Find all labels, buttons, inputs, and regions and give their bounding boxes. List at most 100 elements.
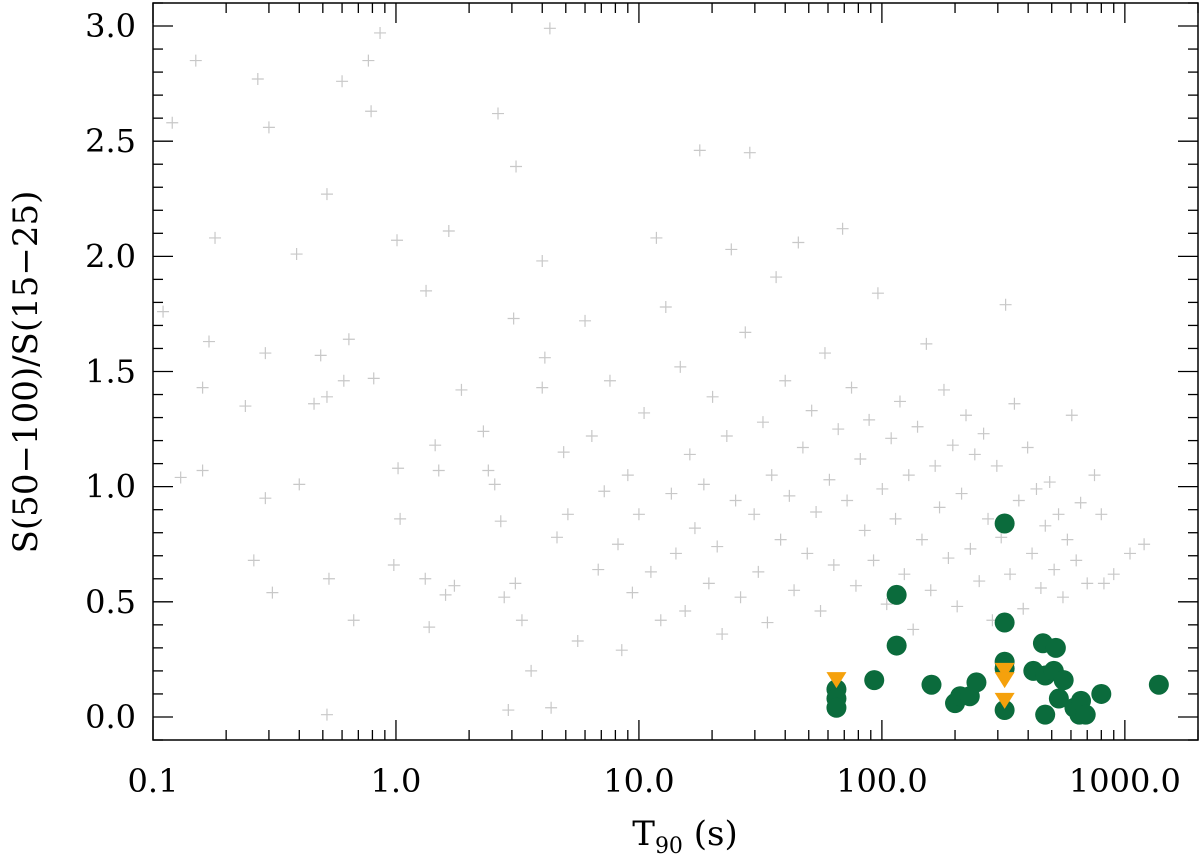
background-point <box>739 326 752 339</box>
background-point <box>337 374 350 387</box>
background-point <box>716 628 729 641</box>
background-point <box>545 701 558 714</box>
background-point <box>579 314 592 327</box>
background-point <box>494 515 507 528</box>
x-tick-label: 0.1 <box>128 762 179 800</box>
background-point <box>679 605 692 618</box>
background-point <box>585 429 598 442</box>
background-point <box>429 439 442 452</box>
data-points <box>157 22 1169 725</box>
background-point <box>889 512 902 525</box>
background-point <box>871 287 884 300</box>
background-point <box>734 591 747 604</box>
background-point <box>455 383 468 396</box>
highlight-point <box>921 674 942 695</box>
background-point <box>693 144 706 157</box>
background-point <box>929 459 942 472</box>
background-point <box>423 621 436 634</box>
background-point <box>320 708 333 721</box>
background-point <box>1017 602 1030 615</box>
background-point <box>911 420 924 433</box>
background-point <box>849 579 862 592</box>
background-point <box>1097 577 1110 590</box>
background-point <box>765 469 778 482</box>
background-point <box>854 453 867 466</box>
highlight-point <box>1053 670 1074 691</box>
background-point <box>674 360 687 373</box>
background-point <box>665 487 678 500</box>
background-point <box>432 464 445 477</box>
background-point <box>999 298 1012 311</box>
highlight-point <box>1048 688 1069 709</box>
background-point <box>955 487 968 500</box>
background-point <box>290 248 303 261</box>
background-point <box>266 586 279 599</box>
background-point <box>347 614 360 627</box>
background-point <box>1043 476 1056 489</box>
highlight-point <box>994 513 1015 534</box>
background-point <box>863 413 876 426</box>
background-point <box>720 429 733 442</box>
background-point <box>650 231 663 244</box>
background-point <box>706 390 719 403</box>
background-point <box>314 349 327 362</box>
background-point <box>942 552 955 565</box>
background-point <box>1124 547 1137 560</box>
background-point <box>394 512 407 525</box>
background-point <box>973 575 986 588</box>
background-point <box>592 563 605 576</box>
background-point <box>801 547 814 560</box>
background-point <box>1052 508 1065 521</box>
upper-limit-marker <box>994 672 1015 689</box>
background-point <box>536 254 549 267</box>
background-point <box>774 533 787 546</box>
background-point <box>823 473 836 486</box>
background-point <box>937 383 950 396</box>
background-point <box>1048 563 1061 576</box>
highlight-point <box>1075 704 1096 725</box>
background-point <box>858 524 871 537</box>
background-point <box>387 558 400 571</box>
background-point <box>247 554 260 567</box>
background-point <box>1008 397 1021 410</box>
background-point <box>725 243 738 256</box>
background-point <box>756 416 769 429</box>
background-point <box>1039 519 1052 532</box>
background-point <box>209 231 222 244</box>
background-point <box>615 644 628 657</box>
background-point <box>968 448 981 461</box>
background-point <box>502 704 515 717</box>
background-point <box>239 400 252 413</box>
highlight-point <box>1045 637 1066 658</box>
background-point <box>482 464 495 477</box>
background-point <box>796 441 809 454</box>
background-point <box>788 584 801 597</box>
highlight-point <box>886 584 907 605</box>
background-point <box>867 554 880 567</box>
x-tick-label: 100.0 <box>836 762 928 800</box>
tick-labels: 0.1 1.0 10.0 100.0 1000.0 0.0 0.5 1.0 1.5 2.0 2.5 3… <box>85 7 1181 800</box>
background-point <box>920 337 933 350</box>
background-point <box>611 538 624 551</box>
y-tick-label: 0.5 <box>85 583 136 621</box>
background-point <box>946 439 959 452</box>
background-point <box>748 508 761 521</box>
background-point <box>841 494 854 507</box>
background-point <box>603 374 616 387</box>
highlight-point <box>966 672 987 693</box>
background-point <box>779 374 792 387</box>
background-point <box>1138 538 1151 551</box>
background-point <box>166 116 179 129</box>
background-point <box>507 312 520 325</box>
background-point <box>598 485 611 498</box>
background-point <box>752 565 765 578</box>
background-point <box>832 423 845 436</box>
y-tick-label: 1.5 <box>85 353 136 391</box>
background-point <box>1056 591 1069 604</box>
highlight-point <box>1035 704 1056 725</box>
background-point <box>196 381 209 394</box>
background-point <box>818 347 831 360</box>
upper-limit-marker <box>994 692 1015 709</box>
background-point <box>525 664 538 677</box>
